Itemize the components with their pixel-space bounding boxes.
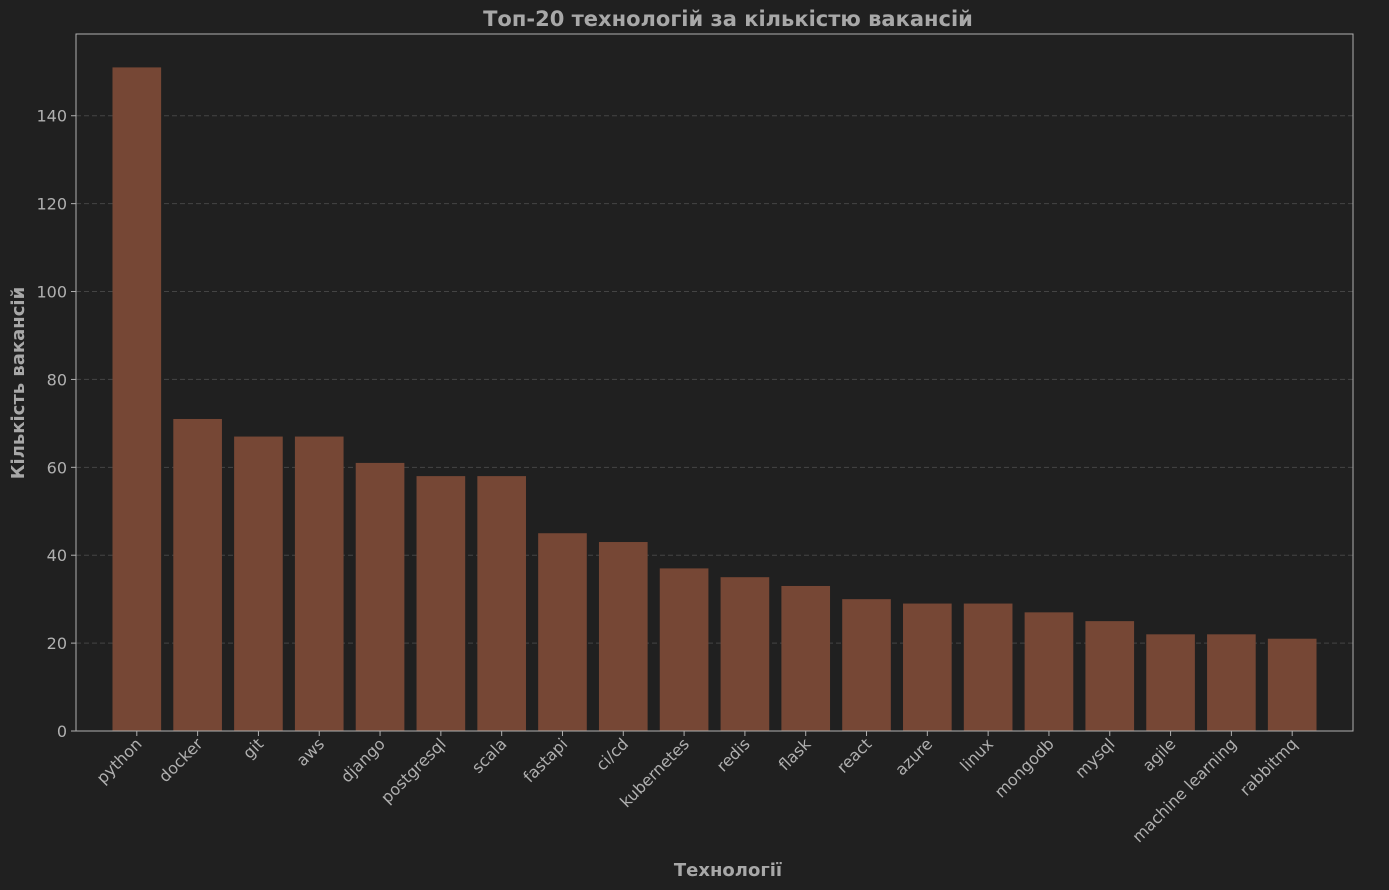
y-tick-label: 20 xyxy=(47,634,67,653)
bar-agile xyxy=(1146,634,1195,731)
bar-postgresql xyxy=(416,476,466,731)
y-axis-ticks: 0 20 40 60 80 100 120 140 xyxy=(36,107,76,741)
y-tick-label: 140 xyxy=(36,107,67,126)
x-axis-label: Технології xyxy=(674,860,782,881)
bar-scala xyxy=(477,476,526,731)
y-tick-label: 100 xyxy=(36,283,67,302)
bar-flask xyxy=(781,585,831,731)
bar-ci-cd xyxy=(598,542,648,731)
plot-frame xyxy=(75,33,1354,732)
bar-python xyxy=(112,67,162,731)
bar-rabbitmq xyxy=(1267,638,1317,731)
y-tick-label: 80 xyxy=(47,370,67,389)
grid-lines xyxy=(76,115,1353,644)
bar-kubernetes xyxy=(659,568,709,731)
y-tick-label: 60 xyxy=(47,458,67,477)
bars xyxy=(112,67,1317,731)
bar-aws xyxy=(294,436,344,731)
y-tick-label: 120 xyxy=(36,195,67,214)
bar-react xyxy=(842,599,891,731)
bar-machine-learning xyxy=(1207,634,1256,731)
bar-git xyxy=(234,436,283,731)
bar-azure xyxy=(903,603,952,731)
bar-fastapi xyxy=(538,533,587,731)
bar-mysql xyxy=(1085,621,1135,731)
bar-mongodb xyxy=(1024,612,1074,731)
bar-docker xyxy=(173,418,222,731)
y-axis-label: Кількість вакансій xyxy=(8,287,29,479)
chart-title: Топ-20 технологій за кількістю вакансій xyxy=(483,7,973,31)
y-tick-label: 0 xyxy=(57,722,67,741)
bar-linux xyxy=(963,603,1013,731)
bar-redis xyxy=(720,577,770,731)
y-tick-label: 40 xyxy=(47,546,67,565)
bar-django xyxy=(355,462,405,731)
